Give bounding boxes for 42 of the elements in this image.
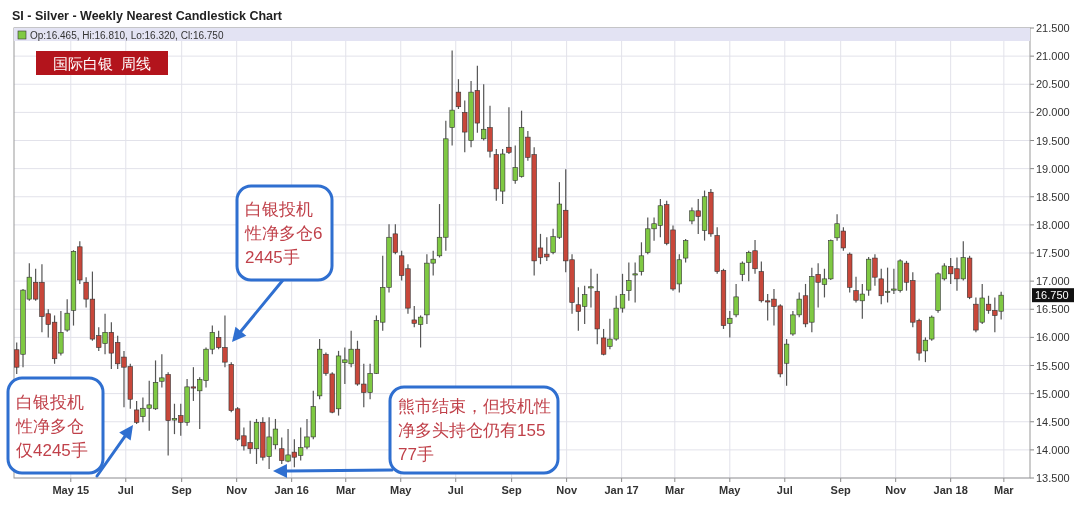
y-tick-label: 21.000 — [1036, 50, 1070, 63]
x-tick-label: Jan 16 — [274, 484, 309, 496]
y-tick-label: 21.500 — [1036, 22, 1070, 34]
annotation: 白银投机性净多仓62445手 — [244, 200, 323, 267]
y-tick-label: 16.500 — [1036, 303, 1070, 316]
y-tick-label: 17.500 — [1036, 247, 1070, 259]
x-tick-label: Sep — [501, 484, 522, 496]
annotation: Op:16.465, Hi:16.810, Lo:16.320, Cl:16.750 — [30, 29, 224, 41]
x-tick-label: Jan 17 — [604, 484, 639, 496]
y-tick-label: 15.500 — [1036, 359, 1070, 372]
annotation: 国际白银 周线 — [52, 54, 152, 72]
annotation: 白银投机性净多仓仅4245手 — [15, 392, 88, 460]
x-tick-label: May — [719, 484, 742, 496]
x-tick-label: Jul — [776, 484, 793, 496]
chart-title: SI - Silver - Weekly Nearest Candlestick Chart — [12, 9, 283, 23]
y-tick-label: 19.500 — [1036, 134, 1070, 147]
x-tick-label: Sep — [171, 484, 193, 496]
x-tick-label: Jul — [447, 484, 464, 496]
y-tick-label: 17.000 — [1036, 275, 1070, 288]
x-tick-label: Jan 18 — [933, 484, 968, 496]
annotation: 16.750 — [1035, 289, 1069, 302]
y-tick-label: 15.000 — [1036, 387, 1070, 400]
x-tick-label: Nov — [885, 484, 907, 496]
y-tick-label: 14.000 — [1036, 443, 1070, 456]
y-tick-label: 18.000 — [1036, 218, 1070, 231]
y-tick-label: 20.000 — [1036, 106, 1070, 119]
y-tick-label: 20.500 — [1036, 78, 1070, 91]
x-tick-label: Mar — [994, 484, 1015, 496]
x-tick-label: May — [390, 484, 413, 496]
y-tick-label: 14.500 — [1036, 415, 1070, 428]
annotation: 熊市结束，但投机性净多头持仓仍有15577手 — [398, 397, 551, 464]
y-tick-label: 19.000 — [1036, 162, 1070, 175]
y-tick-label: 18.500 — [1036, 190, 1070, 203]
y-tick-label: 16.000 — [1036, 331, 1070, 344]
y-tick-label: 13.500 — [1036, 472, 1070, 484]
x-tick-label: Sep — [830, 484, 852, 496]
x-tick-label: Mar — [335, 484, 357, 496]
x-tick-label: Mar — [665, 484, 686, 496]
x-tick-label: Jul — [117, 484, 134, 496]
x-tick-label: Nov — [556, 484, 578, 496]
x-tick-label: May 15 — [52, 484, 90, 496]
x-tick-label: Nov — [226, 484, 248, 496]
